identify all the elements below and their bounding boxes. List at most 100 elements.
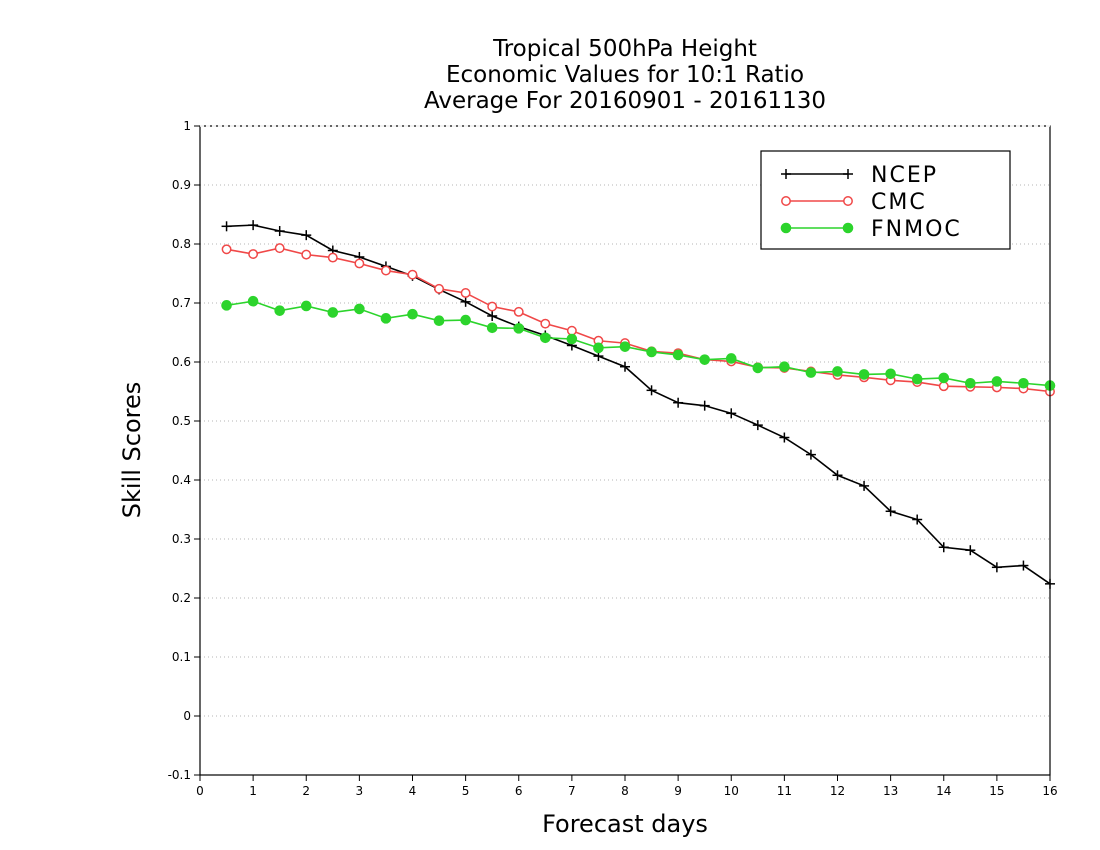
x-tick-label: 2 <box>302 784 310 798</box>
legend-label-ncep: NCEP <box>871 163 938 188</box>
data-point-fnmoc <box>646 346 657 358</box>
y-tick-label: 0.6 <box>172 355 191 369</box>
data-point-ncep <box>1018 560 1029 571</box>
x-tick-label: 4 <box>409 784 417 798</box>
x-tick-label: 3 <box>356 784 364 798</box>
data-point-fnmoc <box>779 361 790 373</box>
data-point-fnmoc <box>327 307 339 318</box>
y-tick-label: 0.9 <box>172 178 191 192</box>
data-point-fnmoc <box>274 305 285 316</box>
data-point-fnmoc <box>832 366 843 377</box>
data-point-ncep <box>699 400 710 411</box>
data-point-ncep <box>805 449 816 460</box>
data-point-ncep <box>991 562 1002 573</box>
data-point-fnmoc <box>938 372 950 384</box>
series-line-ncep <box>226 224 1051 585</box>
data-point-cmc <box>248 249 259 259</box>
data-point-cmc <box>380 265 391 276</box>
legend-label-fnmoc: FNMOC <box>871 217 962 242</box>
data-point-ncep <box>938 542 949 553</box>
data-point-ncep <box>965 545 976 556</box>
data-point-fnmoc <box>407 308 418 320</box>
data-point-fnmoc <box>354 303 365 315</box>
data-point-ncep <box>460 296 471 307</box>
data-point-ncep <box>620 361 630 372</box>
y-axis-title: Skill Scores <box>118 381 146 519</box>
y-tick-label: 0 <box>183 709 191 723</box>
data-point-ncep <box>301 230 312 241</box>
data-point-cmc <box>301 249 312 260</box>
data-point-cmc <box>327 252 338 263</box>
data-point-cmc <box>407 269 418 280</box>
x-tick-label: 16 <box>1042 784 1057 798</box>
data-point-cmc <box>434 283 445 294</box>
data-point-fnmoc <box>300 300 312 312</box>
data-point-cmc <box>460 288 471 298</box>
x-tick-label: 15 <box>989 784 1004 798</box>
data-point-ncep <box>221 221 232 232</box>
y-tick-label: 0.1 <box>172 650 191 664</box>
data-point-ncep <box>274 226 285 237</box>
data-point-fnmoc <box>911 373 923 385</box>
data-point-fnmoc <box>566 333 578 345</box>
data-point-fnmoc <box>991 376 1003 387</box>
x-axis-title: Forecast days <box>542 810 708 838</box>
y-tick-label: -0.1 <box>168 768 191 782</box>
x-tick-label: 7 <box>568 784 576 798</box>
data-point-cmc <box>938 381 949 392</box>
data-point-fnmoc <box>672 349 684 361</box>
y-tick-label: 0.4 <box>172 473 191 487</box>
x-tick-label: 6 <box>515 784 523 798</box>
legend-marker-cmc <box>843 196 853 206</box>
chart-title-line-2: Economic Values for 10:1 Ratio <box>445 62 805 88</box>
data-point-cmc <box>566 325 577 336</box>
series-line-fnmoc <box>226 300 1051 387</box>
legend-label-cmc: CMC <box>871 190 927 215</box>
data-point-ncep <box>752 420 763 431</box>
data-point-cmc <box>540 318 551 329</box>
data-point-ncep <box>832 470 843 481</box>
data-point-cmc <box>487 301 498 312</box>
data-point-fnmoc <box>460 314 471 326</box>
legend-marker-cmc <box>781 196 791 206</box>
x-tick-label: 0 <box>196 784 204 798</box>
data-point-fnmoc <box>513 323 525 334</box>
data-point-cmc <box>274 243 285 254</box>
data-point-fnmoc <box>699 354 710 365</box>
data-point-fnmoc <box>540 332 551 344</box>
data-point-cmc <box>221 244 232 255</box>
x-tick-label: 1 <box>249 784 257 798</box>
data-point-fnmoc <box>858 369 870 380</box>
chart-title-line-1: Tropical 500hPa Height <box>493 36 757 62</box>
data-point-fnmoc <box>486 322 498 334</box>
data-point-ncep <box>673 397 684 408</box>
x-tick-label: 10 <box>724 784 739 798</box>
data-point-fnmoc <box>380 313 392 324</box>
data-point-fnmoc <box>1018 377 1029 389</box>
y-tick-label: 0.2 <box>172 591 191 605</box>
x-tick-label: 14 <box>936 784 951 798</box>
data-point-fnmoc <box>965 377 976 389</box>
y-tick-label: 0.3 <box>172 532 191 546</box>
data-point-ncep <box>912 514 923 525</box>
y-tick-label: 0.5 <box>172 414 191 428</box>
legend-marker-ncep <box>781 169 791 179</box>
data-point-ncep <box>646 385 657 396</box>
chart-title-line-3: Average For 20160901 - 20161130 <box>423 88 827 114</box>
x-tick-label: 8 <box>621 784 629 798</box>
data-point-fnmoc <box>247 295 259 307</box>
data-point-fnmoc <box>885 368 896 380</box>
data-point-fnmoc <box>619 341 631 352</box>
data-point-fnmoc <box>221 300 232 311</box>
data-point-fnmoc <box>433 315 445 327</box>
x-tick-label: 13 <box>883 784 898 798</box>
series-line-cmc <box>226 247 1051 393</box>
x-tick-label: 9 <box>674 784 682 798</box>
y-tick-label: 1 <box>183 119 191 133</box>
legend-marker-fnmoc <box>842 222 854 234</box>
data-point-ncep <box>779 432 790 443</box>
y-tick-label: 0.7 <box>172 296 191 310</box>
data-point-cmc <box>513 306 524 317</box>
